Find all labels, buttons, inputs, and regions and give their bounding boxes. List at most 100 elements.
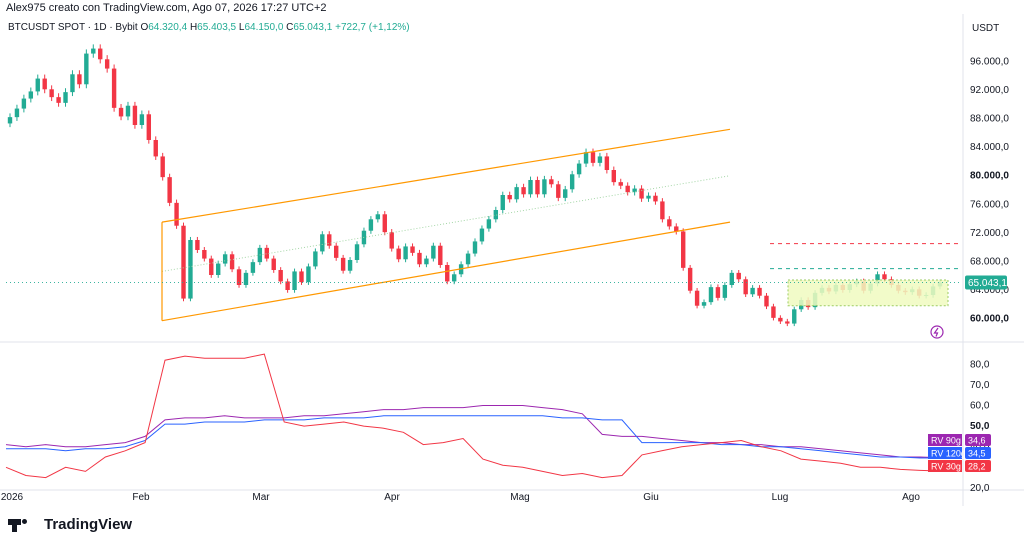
alert-icon [930, 325, 944, 339]
candle [125, 101, 131, 121]
open-value: 64.320,4 [148, 22, 188, 33]
symbol-name[interactable]: BTCUSDT SPOT · 1D · Bybit [8, 22, 138, 33]
low-value: 64.150,0 [244, 22, 284, 33]
candle [583, 148, 589, 168]
candle-body [729, 272, 734, 285]
candle-body [21, 98, 27, 109]
candle [535, 176, 540, 198]
candle-body [56, 97, 61, 103]
candle-body [111, 68, 117, 108]
candle-body [70, 74, 75, 93]
candle-body [181, 225, 186, 299]
close-value: 65.043,1 [293, 22, 333, 33]
candle [417, 249, 422, 268]
candle [174, 199, 179, 229]
candle [576, 160, 582, 178]
candle [653, 192, 658, 205]
candle-body [618, 182, 623, 186]
candle-body [736, 272, 741, 280]
candle [445, 262, 450, 285]
candle [195, 236, 200, 253]
candle-body [410, 246, 415, 253]
candle-body [389, 232, 394, 249]
candle-body [493, 210, 499, 220]
candle-body [646, 195, 651, 199]
price-tick-label: 76.000,0 [970, 199, 1009, 210]
candle-body [333, 245, 339, 258]
candle [320, 231, 325, 255]
candle [479, 225, 485, 245]
candle [327, 231, 332, 249]
last-price-label: 65.043,1 [968, 278, 1007, 289]
candle [701, 299, 707, 309]
candle [785, 318, 790, 327]
candle [333, 242, 339, 261]
candle-body [542, 179, 547, 195]
candle [563, 185, 568, 202]
candle [681, 228, 686, 271]
candle [285, 278, 290, 293]
candle-body [160, 156, 165, 178]
rv-name-label: RV 30g [931, 462, 961, 472]
candle-body [549, 179, 554, 185]
time-axis-label: Ago [902, 492, 920, 503]
candle-body [472, 241, 478, 254]
low-label: L [238, 22, 245, 33]
candle [250, 259, 256, 276]
rv-series-line [5, 353, 941, 479]
candle-body [569, 174, 575, 190]
candle-body [771, 306, 776, 318]
candle-body [479, 228, 485, 242]
candle [500, 191, 505, 214]
candle [84, 49, 89, 89]
time-axis-label: Giu [643, 492, 659, 503]
tradingview-brand[interactable]: TradingView [8, 516, 132, 533]
symbol-legend[interactable]: BTCUSDT SPOT · 1D · Bybit O64.320,4 H65.… [8, 22, 410, 33]
candle [715, 284, 721, 301]
price-tick-label: 72.000,0 [970, 228, 1009, 239]
candle [646, 192, 651, 202]
candle-body [875, 274, 880, 284]
candle-body [681, 231, 686, 268]
rv-tick-label: 70,0 [970, 380, 990, 391]
candle [243, 270, 249, 288]
rv-name-tag [928, 460, 962, 472]
candle-body [118, 107, 124, 117]
candle [486, 216, 492, 232]
tradingview-logo-icon [8, 517, 38, 533]
candle-body [250, 262, 256, 273]
candle-body [694, 290, 700, 306]
candle-body [750, 287, 755, 295]
candle-body [882, 274, 887, 280]
candle-body [438, 245, 443, 265]
candle-body [687, 267, 693, 291]
candle-body [590, 152, 596, 163]
rv-name-label: RV 120g [931, 449, 966, 459]
candle [229, 251, 235, 273]
attribution-text: Alex975 creato con TradingView.com, Ago … [6, 2, 327, 14]
candle [556, 180, 561, 202]
time-axis-label: 2026 [1, 492, 24, 503]
candle-body [98, 48, 103, 60]
candle [209, 255, 214, 278]
candle-body [639, 188, 644, 199]
candle [687, 264, 693, 294]
candle [292, 268, 297, 293]
rv-value-tag [965, 447, 991, 459]
candle-body [611, 170, 617, 183]
candle [278, 267, 283, 285]
candle-body [153, 140, 158, 157]
time-axis-label: Feb [132, 492, 150, 503]
candle [438, 242, 443, 268]
candle-body [368, 219, 374, 231]
rv-value-label: 34,5 [968, 449, 986, 459]
candle-body [320, 234, 325, 252]
candle [493, 206, 499, 223]
currency-unit: USDT [972, 23, 1000, 34]
rv-tick-label: 50,0 [970, 421, 990, 432]
candle-body [431, 245, 436, 259]
candle [132, 101, 138, 129]
candle-body [132, 105, 138, 125]
candle-body [465, 253, 471, 265]
